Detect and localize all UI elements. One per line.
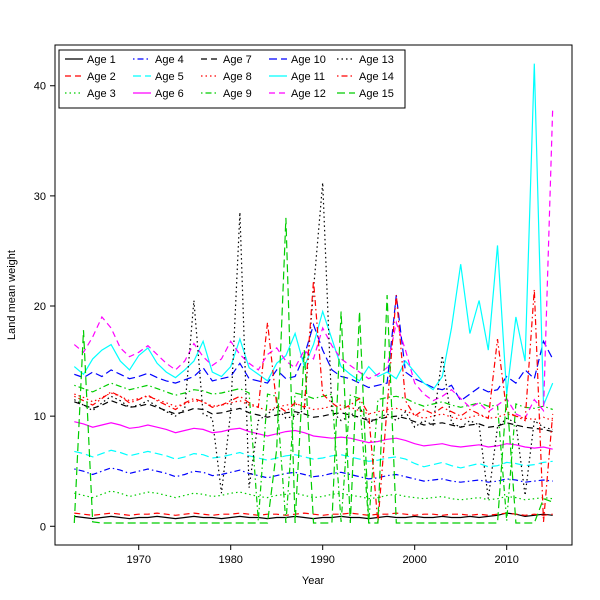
series-line-age-2: [74, 512, 553, 516]
series-line-age-6: [74, 421, 553, 450]
series-line-age-11: [73, 63, 554, 406]
series-line-age-14: [74, 280, 554, 524]
y-axis-label: Land mean weight: [6, 250, 18, 340]
series-line-age-4: [74, 467, 553, 483]
series-line-age-5: [74, 449, 553, 469]
legend-label: Age 4: [155, 54, 184, 66]
series-line-age-10: [74, 294, 554, 402]
x-axis-tick-label: 1980: [218, 554, 242, 566]
series-line-age-13: [73, 182, 553, 499]
x-axis-tick-label: 2010: [494, 554, 518, 566]
x-axis-tick-label: 2000: [402, 554, 426, 566]
y-axis-tick-label: 0: [40, 521, 46, 533]
x-axis-label: Year: [302, 575, 325, 587]
y-axis-tick-label: 40: [34, 81, 46, 93]
y-axis-tick-label: 30: [34, 191, 46, 203]
legend-label: Age 5: [155, 71, 184, 83]
x-axis-tick-label: 1990: [310, 554, 334, 566]
legend-label: Age 6: [155, 88, 184, 100]
legend-label: Age 8: [223, 71, 252, 83]
series-line-age-15: [73, 217, 553, 524]
axes-layer: 1970 1980 1990 2000 2010 0 10 20 30 40: [34, 44, 573, 566]
legend-label: Age 14: [359, 71, 394, 83]
x-axis-tick-label: 1970: [126, 554, 150, 566]
y-axis-tick-label: 20: [34, 301, 46, 313]
legend-label: Age 13: [359, 54, 394, 66]
legend-label: Age 2: [87, 71, 116, 83]
legend-label: Age 12: [291, 88, 326, 100]
legend-label: Age 1: [87, 54, 116, 66]
series-layer: [73, 63, 554, 524]
series-line-age-9: [74, 382, 553, 524]
series-line-age-8: [74, 392, 553, 422]
y-axis-tick-label: 10: [34, 411, 46, 423]
legend-label: Age 15: [359, 88, 394, 100]
legend-label: Age 9: [223, 88, 252, 100]
legend-label: Age 7: [223, 54, 252, 66]
legend-label: Age 11: [291, 71, 325, 83]
series-line-age-12: [73, 107, 554, 420]
series-line-age-7: [74, 400, 553, 433]
legend-label: Age 10: [291, 54, 326, 66]
series-line-age-3: [74, 490, 553, 501]
legend: Age 1 Age 2 Age 3 Age 4 Age 5 Age 6 Age 7 Age 8…: [58, 49, 406, 109]
plot-border: [54, 44, 573, 546]
legend-label: Age 3: [87, 88, 116, 100]
legend-box: [58, 49, 406, 109]
